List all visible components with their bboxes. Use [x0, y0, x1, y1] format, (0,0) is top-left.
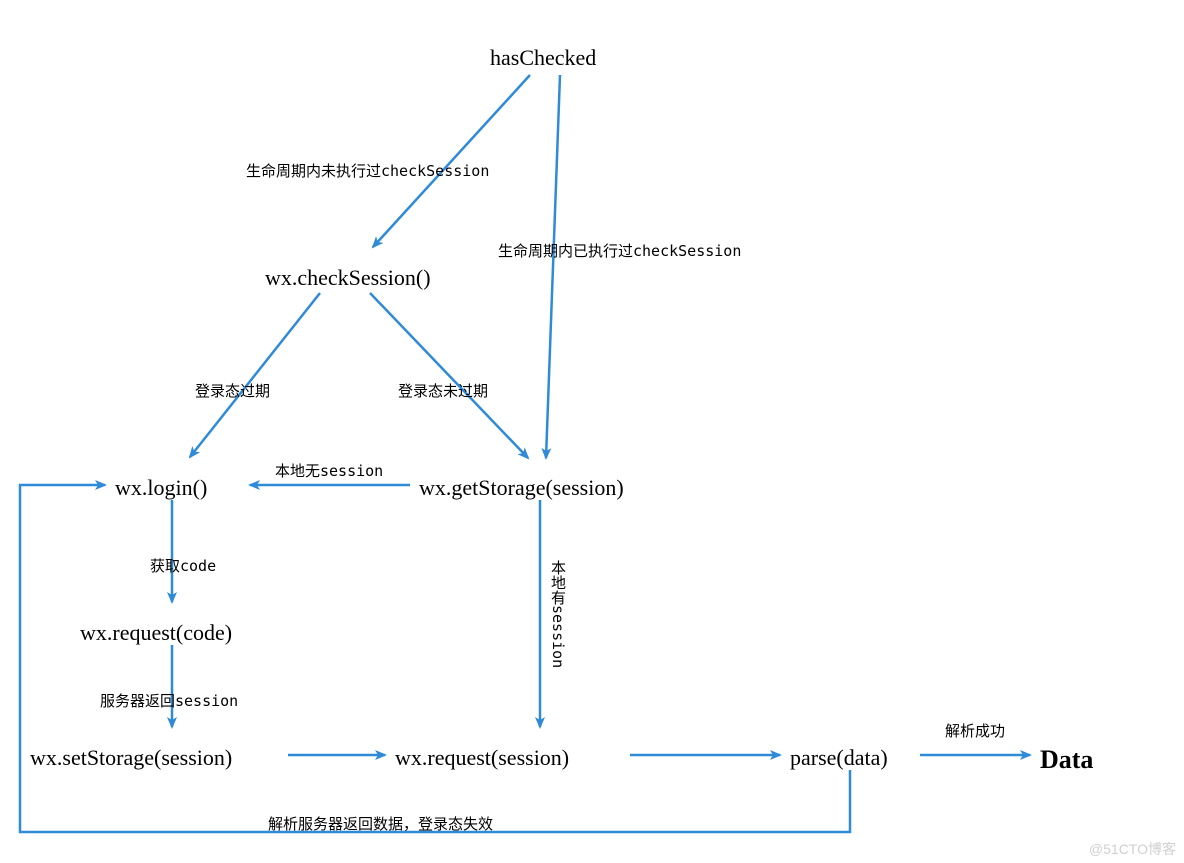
node-requestCode: wx.request(code) — [80, 620, 232, 646]
node-hasChecked: hasChecked — [490, 45, 596, 71]
edge-e12 — [20, 485, 850, 832]
label-e12: 解析服务器返回数据，登录态失效 — [268, 813, 493, 834]
label-e8: 本地有session — [548, 560, 569, 668]
label-e2: 生命周期内已执行过checkSession — [498, 240, 741, 261]
edge-e3 — [190, 293, 320, 457]
label-e6: 获取code — [150, 555, 216, 576]
label-e7: 服务器返回session — [100, 690, 238, 711]
node-getStorage: wx.getStorage(session) — [419, 475, 624, 501]
edge-e4 — [370, 293, 528, 458]
label-e3: 登录态过期 — [195, 380, 270, 401]
edge-e2 — [546, 75, 560, 458]
label-e5: 本地无session — [275, 460, 383, 481]
label-e1: 生命周期内未执行过checkSession — [246, 160, 489, 181]
node-checkSession: wx.checkSession() — [265, 265, 431, 291]
node-data: Data — [1040, 745, 1093, 775]
label-e11: 解析成功 — [945, 720, 1005, 741]
node-login: wx.login() — [115, 475, 207, 501]
node-requestSess: wx.request(session) — [395, 745, 569, 771]
node-parseData: parse(data) — [790, 745, 888, 771]
label-e4: 登录态未过期 — [398, 380, 488, 401]
node-setStorage: wx.setStorage(session) — [30, 745, 232, 771]
flowchart-edges — [0, 0, 1184, 863]
watermark: @51CTO博客 — [1089, 839, 1176, 859]
